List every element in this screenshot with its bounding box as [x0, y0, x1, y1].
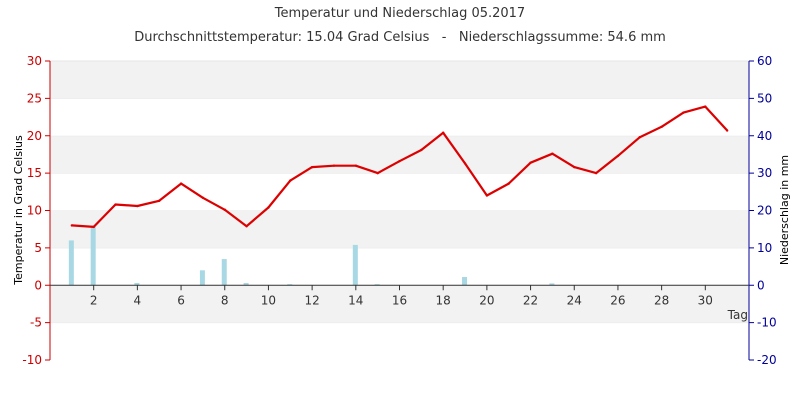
temperature-point	[463, 162, 467, 165]
x-tick-label: 20	[479, 293, 494, 307]
y-left-tick-label: -5	[30, 316, 42, 330]
temperature-point	[92, 225, 95, 229]
precipitation-bar	[199, 270, 205, 286]
x-tick-label: 6	[177, 293, 185, 307]
grid-band	[50, 98, 749, 136]
temperature-point	[485, 194, 489, 197]
grid-band	[50, 247, 749, 286]
temperature-point	[114, 203, 117, 206]
y-left-tick-label: 20	[27, 129, 42, 143]
precipitation-bar	[374, 284, 380, 286]
temperature-point	[70, 224, 74, 227]
precipitation-bar	[90, 225, 96, 286]
chart-subtitle: Durchschnittstemperatur: 15.04 Grad Cels…	[134, 30, 666, 45]
x-tick-label: 8	[221, 293, 229, 307]
y-left-tick-label: 10	[27, 204, 42, 218]
y-right-tick-label: 0	[757, 278, 765, 292]
x-tick-label: 10	[261, 293, 276, 307]
x-tick-label: 14	[348, 293, 363, 307]
temperature-point	[682, 111, 685, 114]
temperature-point	[267, 206, 270, 209]
y-right-tick-label: 10	[757, 241, 772, 255]
precipitation-bar	[68, 240, 74, 286]
temperature-point	[529, 161, 532, 164]
x-tick-label: 4	[134, 293, 142, 307]
grid-band	[50, 210, 749, 248]
x-tick-label: 30	[698, 293, 713, 307]
y-left-tick-label: 25	[27, 91, 42, 105]
temperature-point	[573, 165, 576, 169]
x-tick-label: 26	[610, 293, 625, 307]
grid-band	[50, 173, 749, 211]
grid-band	[50, 322, 749, 360]
axes	[45, 60, 754, 361]
y-right-tick-label: 60	[757, 54, 772, 68]
precipitation-bars	[68, 225, 555, 286]
x-tick-label: 22	[523, 293, 538, 307]
temperature-point	[354, 164, 358, 167]
temperature-point	[136, 204, 139, 208]
temperature-point	[704, 105, 707, 108]
precipitation-bar	[287, 284, 293, 286]
precipitation-bar	[134, 283, 140, 286]
temperature-point	[201, 196, 205, 199]
temperature-point	[725, 129, 729, 132]
grid-band	[50, 61, 749, 99]
temperature-point	[616, 154, 620, 158]
temperature-point	[245, 224, 248, 228]
x-tick-label: 18	[436, 293, 451, 307]
y-axis-right-title: Niederschlag in mm	[778, 155, 791, 265]
x-tick-label: 12	[304, 293, 319, 307]
temperature-line-group	[70, 105, 729, 229]
temperature-point	[332, 164, 336, 167]
y-left-tick-label: 15	[27, 166, 42, 180]
precipitation-bar	[549, 283, 555, 286]
temperature-point	[179, 182, 183, 185]
precipitation-bar	[352, 244, 358, 286]
x-tick-label: 16	[392, 293, 407, 307]
temperature-point	[507, 182, 510, 185]
temperature-point	[660, 125, 663, 128]
y-left-tick-label: -10	[22, 353, 42, 367]
x-axis-title: Tag	[727, 308, 748, 322]
temperature-point	[638, 136, 641, 139]
y-axis-left-title: Temperatur in Grad Celsius	[12, 135, 25, 286]
y-right-tick-label: -20	[757, 353, 777, 367]
precipitation-bar	[462, 277, 468, 286]
temperature-point	[420, 148, 423, 152]
temperature-point	[398, 159, 401, 163]
y-right-tick-label: 40	[757, 129, 772, 143]
y-right-tick-label: 50	[757, 91, 772, 105]
y-right-tick-label: 20	[757, 204, 772, 218]
y-right-tick-label: 30	[757, 166, 772, 180]
x-tick-label: 28	[654, 293, 669, 307]
grid-band	[50, 135, 749, 174]
chart-title: Temperatur und Niederschlag 05.2017	[274, 6, 525, 21]
x-tick-label: 2	[90, 293, 98, 307]
precipitation-bar	[221, 259, 227, 286]
y-left-tick-label: 5	[34, 241, 42, 255]
y-right-tick-label: -10	[757, 316, 777, 330]
x-tick-label: 24	[567, 293, 582, 307]
temperature-point	[223, 208, 226, 211]
temperature-point	[289, 179, 292, 182]
y-left-tick-label: 0	[34, 278, 42, 292]
temperature-point	[158, 199, 161, 202]
temperature-point	[594, 171, 598, 175]
temperature-point	[376, 171, 379, 175]
grid-bands	[50, 60, 749, 360]
y-left-tick-label: 30	[27, 54, 42, 68]
temperature-point	[441, 131, 445, 134]
precipitation-bar	[243, 283, 249, 286]
temperature-point	[310, 165, 314, 169]
grid-band	[50, 285, 749, 323]
temperature-point	[551, 152, 554, 155]
